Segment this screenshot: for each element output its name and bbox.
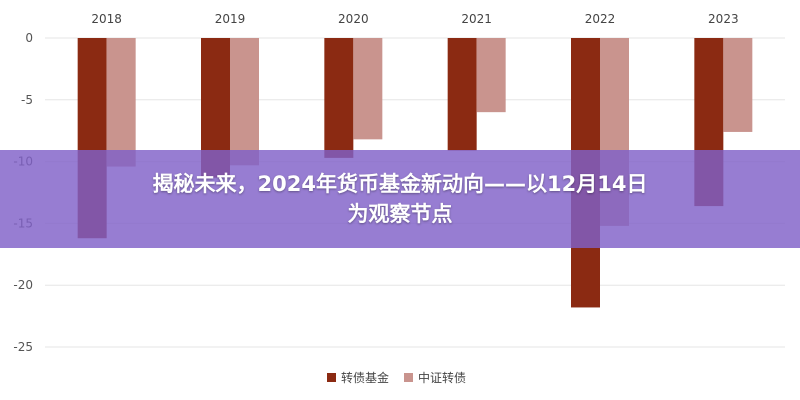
banner-line-2: 为观察节点 (347, 202, 453, 226)
category-label: 2018 (91, 12, 122, 26)
bar-csi-convertible (476, 38, 506, 113)
category-label: 2020 (338, 12, 369, 26)
category-label: 2019 (215, 12, 246, 26)
legend-label: 转债基金 (341, 370, 389, 385)
title-banner: 揭秘未来，2024年货币基金新动向——以12月14日 为观察节点 (0, 150, 800, 248)
category-label: 2023 (708, 12, 739, 26)
category-label: 2021 (461, 12, 492, 26)
bar-csi-convertible (106, 38, 136, 167)
legend-swatch (327, 373, 336, 382)
bar-csi-convertible (353, 38, 383, 140)
category-label: 2022 (585, 12, 616, 26)
y-tick-label: -5 (21, 93, 33, 107)
y-tick-label: -20 (13, 278, 33, 292)
bar-csi-convertible (723, 38, 753, 132)
category-axis: 2018 2019 2020 2021 2022 2023 (91, 12, 738, 26)
bar-convertible-fund (447, 38, 477, 151)
legend-swatch (404, 373, 413, 382)
legend: 转债基金 中证转债 (327, 370, 466, 385)
bar-convertible-fund (324, 38, 354, 158)
legend-label: 中证转债 (418, 370, 466, 385)
y-tick-label: -25 (13, 340, 33, 354)
y-tick-label: 0 (25, 31, 33, 45)
bar-csi-convertible (230, 38, 259, 166)
banner-line-1: 揭秘未来，2024年货币基金新动向——以12月14日 (152, 172, 648, 196)
